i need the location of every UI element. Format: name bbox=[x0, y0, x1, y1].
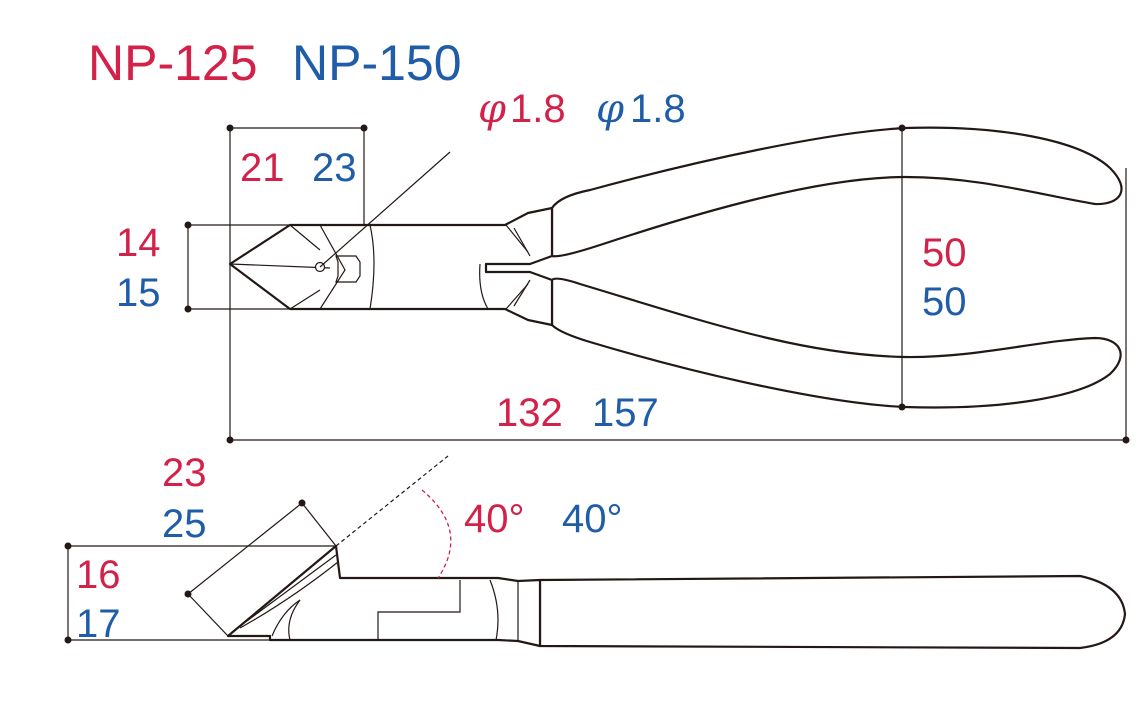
jaw-length-np150: 23 bbox=[312, 146, 357, 190]
side-view-pliers bbox=[226, 544, 1127, 650]
head-height-np125: 16 bbox=[76, 553, 121, 597]
side-head bbox=[226, 544, 542, 648]
blade-length-np125: 23 bbox=[162, 451, 207, 495]
jaw-length-np125: 21 bbox=[240, 146, 285, 190]
head-height-np150: 17 bbox=[76, 602, 121, 646]
model-np125-title: NP-125 bbox=[88, 35, 258, 91]
model-np150-title: NP-150 bbox=[292, 35, 462, 91]
jaw-width-np125: 14 bbox=[116, 221, 161, 265]
jaw-width-np150: 15 bbox=[116, 271, 161, 315]
side-handle bbox=[538, 574, 1127, 650]
wire-dia-np125-symbol: φ bbox=[478, 86, 506, 132]
lower-handle bbox=[550, 277, 1122, 409]
top-view-pliers bbox=[228, 126, 1123, 409]
wire-dia-np150-value: 1.8 bbox=[630, 87, 686, 131]
side-view-dimensions bbox=[64, 455, 452, 644]
overall-length-np150: 157 bbox=[592, 391, 659, 435]
blade-angle-np150: 40° bbox=[562, 497, 623, 541]
handle-span-np125: 50 bbox=[922, 231, 967, 275]
blade-length-np150: 25 bbox=[162, 502, 207, 546]
overall-length-np125: 132 bbox=[496, 391, 563, 435]
handle-span-np150: 50 bbox=[922, 280, 967, 324]
top-view-dimensions bbox=[184, 124, 1130, 444]
wire-dia-np125-value: 1.8 bbox=[510, 87, 566, 131]
blade-angle-np125: 40° bbox=[464, 497, 525, 541]
wire-dia-np150-symbol: φ bbox=[596, 86, 624, 132]
upper-handle bbox=[550, 126, 1123, 258]
